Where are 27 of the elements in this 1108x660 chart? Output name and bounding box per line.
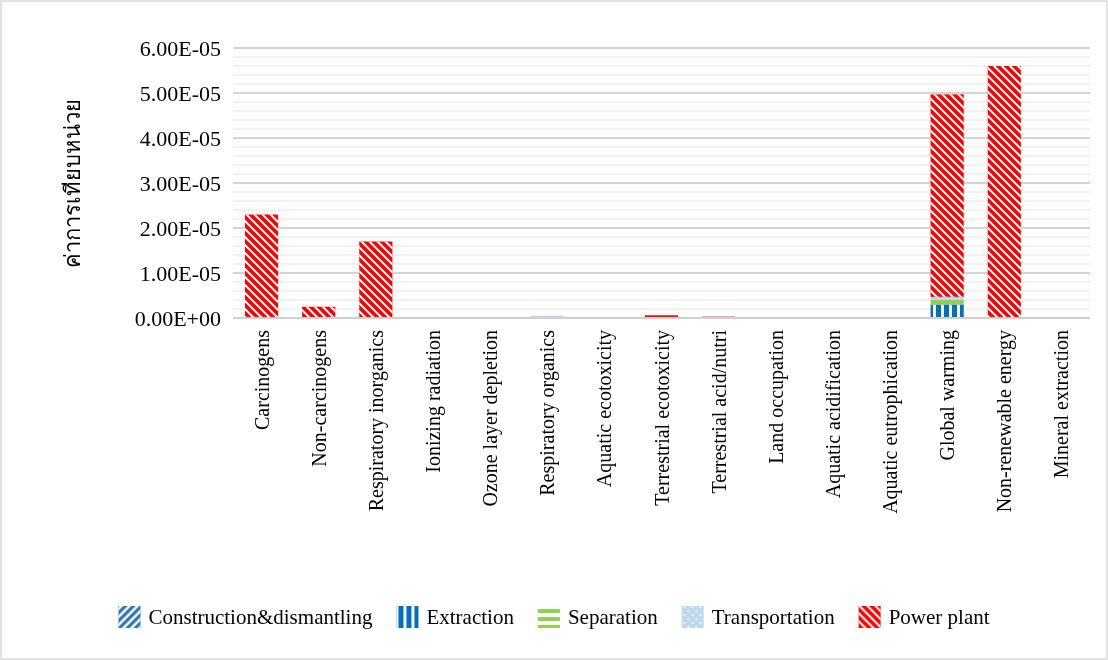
x-tick-label: Respiratory organics (536, 329, 560, 496)
x-tick-label: Respiratory inorganics (364, 329, 388, 512)
y-tick-label: 3.00E-05 (139, 170, 221, 196)
x-tick-label: Terrestrial ecotoxicity (650, 330, 674, 506)
x-tick-label: Non-renewable energy (993, 330, 1017, 513)
legend-label: Transportation (711, 605, 836, 629)
y-tick-label: 2.00E-05 (139, 215, 221, 241)
y-axis-title: ค่าการเทียบหน่วย (59, 98, 85, 268)
x-tick-label: Non-carcinogens (307, 329, 331, 467)
legend-label: Separation (567, 605, 659, 629)
x-tick-label: Mineral extraction (1050, 330, 1073, 479)
y-tick-label: 6.00E-05 (139, 35, 221, 61)
x-tick-label: Aquatic eutrophication (879, 330, 903, 514)
x-tick-label: Aquatic acidification (821, 330, 845, 499)
y-tick-label: 5.00E-05 (139, 80, 221, 106)
y-tick-label: 4.00E-05 (139, 125, 221, 151)
y-tick-label: 1.00E-05 (139, 260, 221, 286)
x-tick-label: Land occupation (764, 330, 788, 464)
x-tick-label: Aquatic ecotoxicity (593, 330, 617, 488)
y-tick-label: 0.00E+00 (134, 305, 221, 331)
legend-label: Extraction (426, 605, 515, 629)
x-tick-label: Terrestrial acid/nutri (707, 329, 730, 494)
x-tick-label: Ionizing radiation (421, 330, 445, 473)
x-tick-label: Carcinogens (250, 329, 274, 430)
x-tick-label: Ozone layer depletion (479, 330, 503, 507)
x-tick-label: Global warming (936, 330, 960, 461)
legend-label: Power plant (888, 605, 990, 629)
